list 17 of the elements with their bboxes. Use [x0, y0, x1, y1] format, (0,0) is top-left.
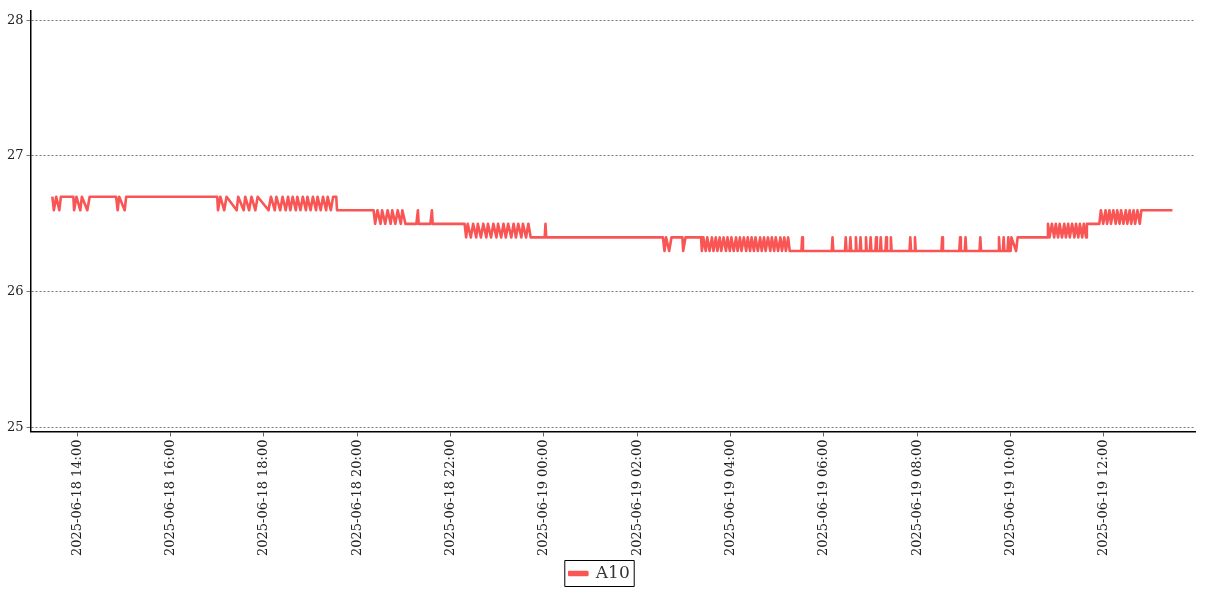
y-tick-label: 25: [7, 418, 24, 434]
x-tick-label: 2025-06-19 10:00: [1002, 439, 1018, 557]
x-tick-label: 2025-06-19 00:00: [535, 439, 551, 557]
legend-label: A10: [594, 561, 630, 582]
x-tick-label: 2025-06-18 16:00: [161, 439, 177, 557]
x-tick-label: 2025-06-18 18:00: [255, 439, 271, 557]
x-tick-label: 2025-06-19 04:00: [721, 439, 737, 557]
x-tick-label: 2025-06-19 06:00: [815, 439, 831, 557]
x-tick-label: 2025-06-19 12:00: [1095, 439, 1111, 557]
x-tick-label: 2025-06-18 14:00: [68, 439, 84, 557]
y-tick-label: 28: [7, 11, 24, 27]
y-tick-label: 26: [7, 283, 24, 299]
x-tick-label: 2025-06-18 20:00: [348, 439, 364, 557]
x-tick-label: 2025-06-18 22:00: [441, 439, 457, 557]
x-tick-label: 2025-06-19 02:00: [628, 439, 644, 557]
x-tick-label: 2025-06-19 08:00: [908, 439, 924, 557]
y-tick-label: 27: [7, 147, 24, 163]
